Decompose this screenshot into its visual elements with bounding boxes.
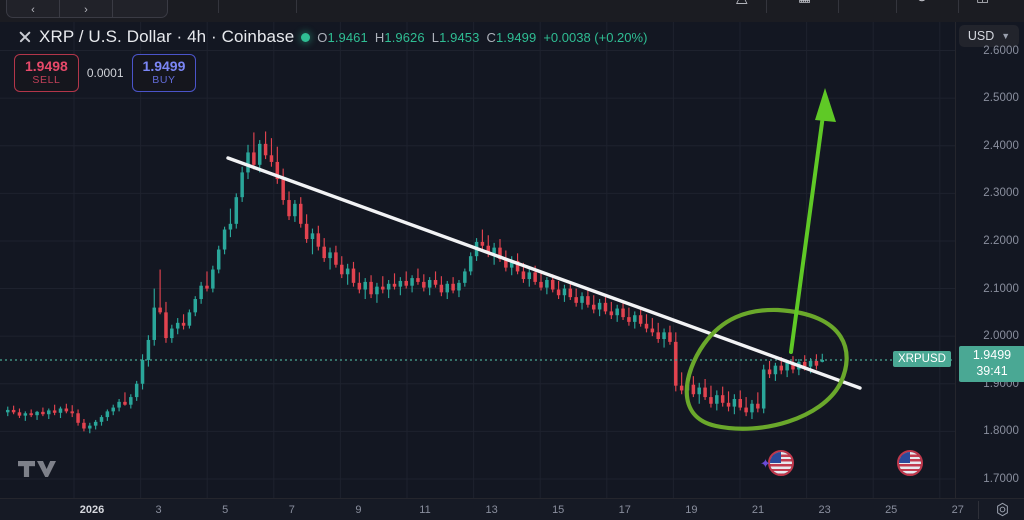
chart-grid bbox=[0, 22, 955, 498]
current-price-value: 1.9499 bbox=[972, 348, 1012, 362]
sell-price: 1.9498 bbox=[25, 58, 68, 74]
price-tick: 2.2000 bbox=[983, 234, 1019, 247]
toolbar-nav-group[interactable]: ‹ › bbox=[6, 0, 168, 18]
order-panel: 1.9498 SELL 0.0001 1.9499 BUY bbox=[14, 54, 197, 93]
time-tick: 9 bbox=[355, 504, 362, 516]
price-scale[interactable]: USD ▼ 2.6000 2.5000 2.4000 2.3000 2.2000 2.10… bbox=[955, 22, 1024, 498]
downtrend-line bbox=[226, 156, 862, 390]
top-toolbar: ‹ › ↻ △ ▦ ∞ ⊕ ◫ bbox=[0, 0, 1024, 23]
time-tick: 13 bbox=[485, 504, 498, 516]
economic-event-flag-1[interactable] bbox=[768, 450, 794, 476]
chevron-down-icon: ▼ bbox=[1001, 31, 1011, 41]
spread-value: 0.0001 bbox=[86, 66, 124, 81]
ohlc-close: C1.9499 bbox=[486, 30, 536, 45]
ohlc-open-label: O bbox=[317, 29, 328, 45]
ohlc-close-value: 1.9499 bbox=[495, 29, 537, 45]
back-button[interactable]: ‹ bbox=[31, 4, 35, 16]
ohlc-open: O1.9461 bbox=[317, 30, 368, 45]
layout-icon[interactable]: ◫ bbox=[976, 0, 989, 5]
time-tick: 27 bbox=[951, 504, 964, 516]
price-tick: 2.4000 bbox=[983, 139, 1019, 152]
current-price-badge[interactable]: 1.9499 39:41 bbox=[959, 346, 1024, 383]
price-tick: 1.8000 bbox=[983, 425, 1019, 438]
replay-icon[interactable]: ▦ bbox=[798, 0, 811, 5]
economic-event-flag-2[interactable] bbox=[897, 450, 923, 476]
time-tick: 2026 bbox=[79, 504, 105, 516]
bullish-arrow bbox=[789, 88, 836, 354]
chart-settings-icon[interactable] bbox=[995, 502, 1010, 520]
ohlc-high: H1.9626 bbox=[375, 30, 425, 45]
ohlc-open-value: 1.9461 bbox=[327, 29, 368, 45]
symbol-legend: XRP / U.S. Dollar · 4h · Coinbase O1.946… bbox=[18, 27, 647, 47]
buy-label: BUY bbox=[152, 73, 176, 86]
ohlc-high-label: H bbox=[374, 29, 385, 45]
ohlc-low-label: L bbox=[431, 29, 440, 45]
compare-icon[interactable]: ∞ bbox=[862, 0, 872, 4]
close-icon[interactable] bbox=[18, 30, 32, 44]
currency-label: USD bbox=[967, 29, 995, 43]
price-tick: 2.6000 bbox=[983, 44, 1019, 57]
ohlc-high-value: 1.9626 bbox=[384, 29, 425, 45]
chart-pane[interactable] bbox=[0, 22, 955, 498]
live-status-dot bbox=[301, 32, 311, 42]
buy-button[interactable]: 1.9499 BUY bbox=[131, 54, 197, 93]
time-tick: 21 bbox=[751, 504, 765, 516]
candlestick-chart bbox=[0, 22, 955, 498]
time-tick: 3 bbox=[155, 504, 162, 516]
time-tick: 15 bbox=[552, 504, 565, 516]
sparkle-icon: ✦ bbox=[760, 456, 771, 471]
currency-selector[interactable]: USD ▼ bbox=[959, 25, 1019, 47]
forward-button[interactable]: › bbox=[84, 4, 88, 16]
buy-price: 1.9499 bbox=[142, 58, 186, 74]
time-tick: 23 bbox=[818, 504, 831, 516]
time-tick: 19 bbox=[685, 504, 698, 516]
price-change: +0.0038 (+0.20%) bbox=[543, 29, 648, 45]
sell-button[interactable]: 1.9498 SELL bbox=[14, 54, 79, 93]
ohlc-close-label: C bbox=[486, 29, 496, 45]
price-tick: 2.0000 bbox=[983, 330, 1019, 343]
tradingview-logo bbox=[18, 457, 56, 486]
price-tick: 2.5000 bbox=[983, 92, 1019, 105]
symbol-title[interactable]: XRP / U.S. Dollar · 4h · Coinbase bbox=[39, 27, 295, 46]
time-tick: 11 bbox=[419, 504, 431, 516]
price-tick: 2.1000 bbox=[983, 282, 1019, 295]
time-tick: 25 bbox=[885, 504, 898, 516]
time-tick: 17 bbox=[618, 504, 631, 516]
add-indicator-icon[interactable]: ⊕ bbox=[916, 0, 928, 5]
bar-countdown: 39:41 bbox=[976, 363, 1008, 378]
time-scale[interactable]: 2026 3 5 7 9 11 13 15 17 19 21 23 25 27 bbox=[0, 498, 1024, 520]
price-tick: 2.3000 bbox=[983, 187, 1019, 200]
candle-series bbox=[6, 131, 825, 434]
time-tick: 5 bbox=[222, 504, 229, 516]
menu-button[interactable] bbox=[113, 0, 165, 17]
alert-icon[interactable]: △ bbox=[736, 0, 748, 6]
breakout-zone-circle bbox=[684, 307, 849, 431]
sell-label: SELL bbox=[32, 73, 61, 86]
ohlc-low: L1.9453 bbox=[432, 30, 480, 45]
refresh-icon[interactable]: ↻ bbox=[186, 0, 197, 4]
ohlc-low-value: 1.9453 bbox=[439, 29, 480, 45]
symbol-price-tag: XRPUSD bbox=[893, 351, 951, 367]
time-tick: 7 bbox=[288, 504, 295, 516]
price-tick: 1.7000 bbox=[983, 472, 1019, 485]
